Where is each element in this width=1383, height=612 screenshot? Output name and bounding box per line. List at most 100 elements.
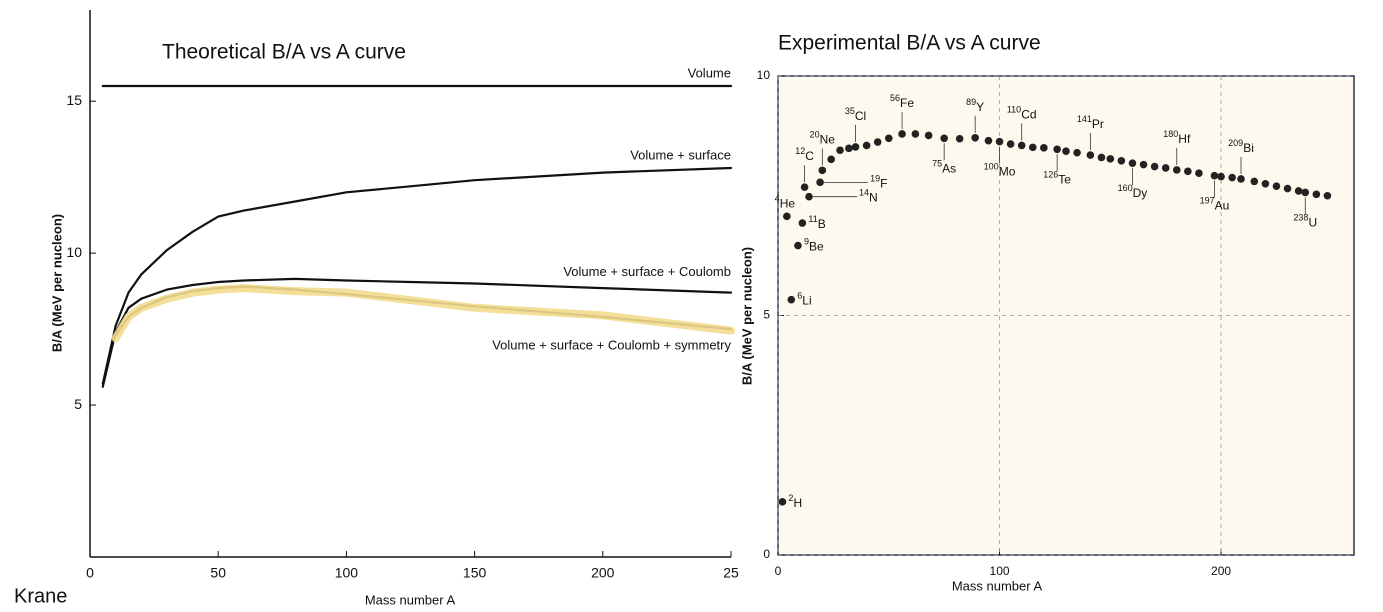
mass-number: 110 [1007, 105, 1021, 115]
data-point [800, 183, 809, 191]
element-symbol: Be [809, 240, 824, 254]
curve [101, 277, 733, 388]
mass-number: 14 [859, 188, 869, 198]
mass-number: 4 [775, 194, 780, 204]
data-point [1097, 153, 1106, 162]
data-point [851, 143, 860, 151]
point-label: 35Cl [845, 106, 866, 123]
point-label: 126Te [1043, 170, 1071, 187]
element-symbol: As [942, 161, 956, 175]
data-point [1150, 162, 1159, 171]
data-point [1086, 151, 1095, 159]
mass-number: 19 [870, 174, 880, 184]
curve-label: Volume [688, 65, 731, 80]
element-symbol: B [818, 217, 826, 231]
chart-scatter: Experimental B/A vs A curve Mass number A… [739, 32, 1355, 593]
mass-number: 9 [804, 237, 809, 247]
point-label: 14N [859, 188, 878, 205]
element-symbol: C [805, 149, 814, 163]
x-tick-label: 50 [210, 565, 226, 581]
y-tick-label: 5 [763, 308, 770, 322]
y-tick-label: 5 [74, 396, 82, 412]
data-point [1250, 177, 1259, 186]
data-point [1172, 166, 1181, 174]
data-point [1184, 167, 1192, 176]
element-symbol: Au [1215, 199, 1230, 213]
mass-number: 35 [845, 106, 855, 116]
data-point [1006, 140, 1015, 148]
mass-number: 20 [810, 130, 820, 140]
mass-number: 12 [795, 147, 805, 157]
y-tick-label: 10 [66, 244, 82, 260]
element-symbol: Bi [1243, 141, 1254, 155]
data-point [805, 192, 813, 201]
mass-number: 11 [808, 214, 817, 224]
mass-number: 160 [1118, 184, 1133, 194]
point-label: 20Ne [810, 130, 836, 147]
data-point [783, 212, 791, 221]
data-point [1210, 171, 1219, 180]
y-tick-label: 0 [763, 547, 770, 561]
y-axis-label: B/A (MeV per nucleon) [739, 247, 754, 385]
x-tick-label: 0 [86, 565, 94, 581]
mass-number: 238 [1293, 213, 1308, 223]
data-point [1195, 169, 1203, 178]
element-symbol: Y [976, 100, 984, 114]
x-tick-label: 150 [463, 565, 487, 581]
data-point [1040, 144, 1048, 152]
data-point [1217, 172, 1225, 181]
point-label: 110Cd [1007, 105, 1037, 122]
data-point [1294, 187, 1303, 195]
point-label: 9Be [804, 237, 824, 254]
data-point [940, 134, 948, 143]
curve-label: Volume + surface + Coulomb [563, 264, 731, 279]
data-point [911, 130, 920, 138]
element-symbol: Li [802, 294, 811, 308]
point-label: 209Bi [1228, 138, 1254, 155]
data-point [778, 498, 787, 506]
data-point [1128, 159, 1137, 167]
highlight-curve [111, 284, 735, 343]
element-symbol: Cl [855, 109, 866, 123]
data-point [1272, 182, 1281, 190]
element-symbol: Fe [900, 96, 914, 110]
data-point [1161, 164, 1170, 172]
element-symbol: Mo [999, 165, 1016, 179]
data-point [862, 141, 871, 150]
point-label: 160Dy [1118, 184, 1148, 201]
data-point [1261, 179, 1270, 188]
mass-number: 2 [788, 493, 793, 503]
chart-title: Experimental B/A vs A curve [778, 32, 1041, 55]
mass-number: 6 [797, 291, 802, 301]
point-label: 4He [775, 194, 796, 211]
element-symbol: N [869, 191, 878, 205]
data-point [1073, 148, 1081, 157]
data-point [845, 144, 853, 153]
x-tick-label: 200 [1211, 564, 1231, 578]
data-point [827, 155, 835, 164]
mass-number: 75 [932, 159, 942, 169]
point-label: 89Y [966, 97, 984, 114]
data-point [1283, 184, 1292, 193]
x-axis-label: Mass number A [952, 578, 1043, 593]
mass-number: 56 [890, 93, 900, 103]
mass-number: 100 [984, 162, 999, 172]
data-point [794, 241, 802, 250]
element-symbol: H [793, 496, 802, 510]
point-label: 100Mo [984, 162, 1016, 179]
y-axis-label: B/A (MeV per nucleon) [49, 214, 64, 352]
data-point [984, 136, 993, 145]
mass-number: 180 [1163, 129, 1178, 139]
data-point [1062, 147, 1070, 156]
x-tick-label: 0 [775, 564, 782, 578]
chart-line: Theoretical B/A vs A curve Mass number A B… [49, 10, 739, 607]
x-tick-label: 200 [591, 565, 615, 581]
data-point [873, 138, 882, 146]
element-symbol: Hf [1178, 132, 1191, 146]
curve-label: Volume + surface + Coulomb + symmetry [492, 338, 731, 353]
data-point [836, 146, 844, 155]
point-label: 180Hf [1163, 129, 1191, 146]
data-point [816, 178, 824, 187]
mass-number: 126 [1043, 170, 1058, 180]
